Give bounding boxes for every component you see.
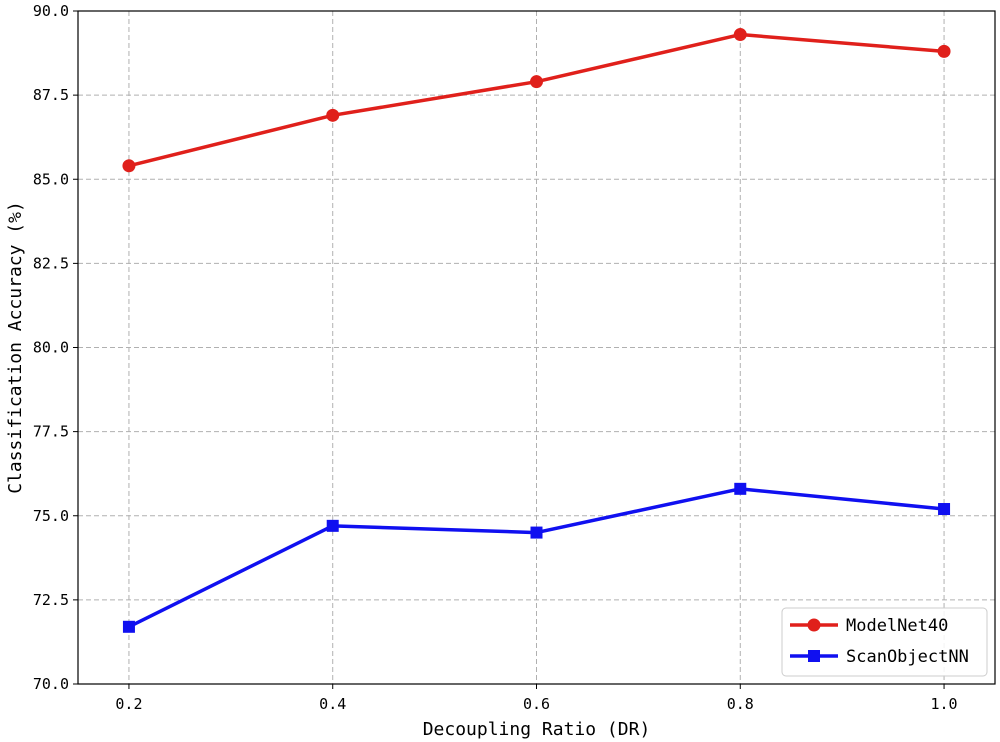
data-point-modelnet40 (530, 75, 543, 89)
data-point-modelnet40 (326, 108, 340, 122)
y-tick-label: 77.5 (33, 423, 69, 441)
series-scanobjectnn (122, 482, 951, 633)
data-point-scanobjectnn (326, 519, 339, 532)
data-point-scanobjectnn (734, 482, 747, 495)
legend-label-scanobjectnn: ScanObjectNN (846, 647, 969, 667)
x-tick-label: 0.6 (523, 695, 550, 713)
y-tick-label: 75.0 (33, 507, 69, 525)
data-point-modelnet40 (937, 44, 951, 58)
legend-marker-scanobjectnn (808, 650, 820, 662)
y-tick-label: 82.5 (33, 254, 69, 272)
x-axis-title: Decoupling Ratio (DR) (423, 719, 651, 740)
x-tick-label: 0.4 (319, 695, 346, 713)
y-tick-label: 80.0 (33, 339, 69, 357)
data-point-modelnet40 (733, 28, 747, 42)
legend-label-modelnet40: ModelNet40 (846, 616, 948, 636)
y-tick-label: 72.5 (33, 591, 69, 609)
series-modelnet40 (122, 28, 951, 173)
data-point-scanobjectnn (530, 526, 543, 539)
legend-marker-modelnet40 (807, 618, 821, 632)
x-tick-label: 0.8 (727, 695, 754, 713)
data-point-scanobjectnn (938, 503, 951, 516)
y-tick-label: 87.5 (33, 86, 69, 104)
ticks: 0.2 0.4 0.6 0.8 1.0 70.0 72.5 75.0 77.5 80.0 82.5 8… (33, 2, 958, 713)
legend: ModelNet40 ScanObjectNN (781, 607, 988, 677)
y-tick-label: 90.0 (33, 2, 69, 20)
y-axis-title: Classification Accuracy (%) (5, 201, 26, 494)
y-tick-label: 70.0 (33, 675, 69, 693)
series-layer (122, 28, 951, 633)
data-point-modelnet40 (122, 159, 136, 173)
x-tick-label: 1.0 (931, 695, 958, 713)
data-point-scanobjectnn (122, 620, 135, 633)
y-tick-label: 85.0 (33, 170, 69, 188)
x-tick-label: 0.2 (115, 695, 142, 713)
